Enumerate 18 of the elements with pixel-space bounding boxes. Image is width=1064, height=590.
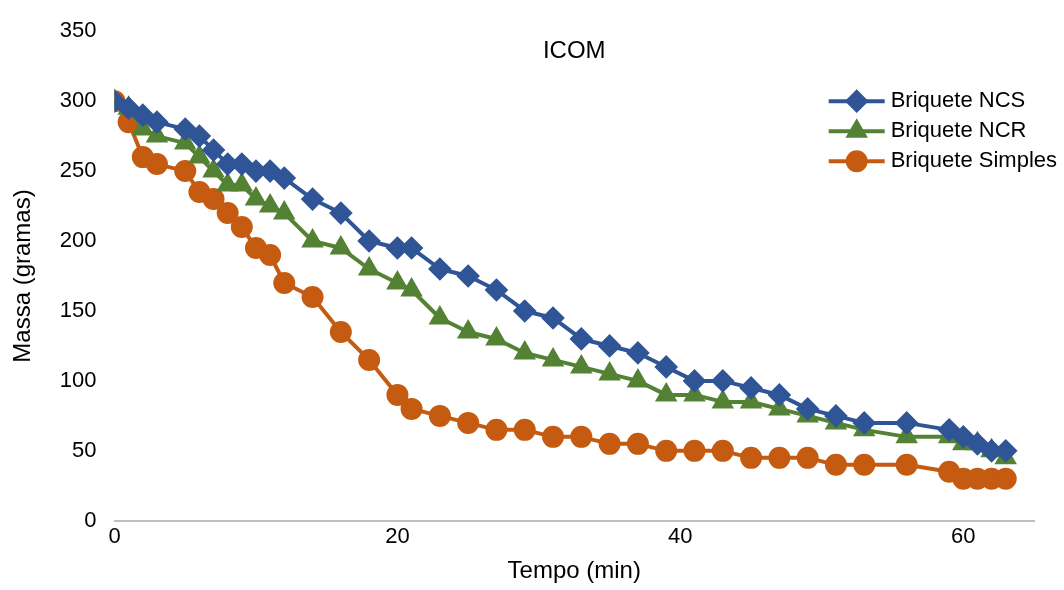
y-tick-label: 350 [59,17,97,43]
y-tick-label: 150 [59,297,97,323]
chart-title: ICOM [542,35,606,63]
y-tick-label: 50 [72,436,97,462]
legend-label: Briquete Simples [890,147,1058,173]
y-axis-title: Massa (gramas) [8,189,36,363]
y-tick-label: 0 [84,506,97,532]
x-tick-label: 0 [108,523,121,549]
x-tick-label: 60 [951,523,976,549]
y-tick-label: 200 [59,227,97,253]
y-tick-label: 300 [59,87,97,113]
legend-label: Briquete NCR [890,117,1027,143]
y-tick-label: 100 [59,366,97,392]
x-tick-label: 20 [385,523,410,549]
x-tick-label: 40 [668,523,693,549]
y-tick-label: 250 [59,157,97,183]
legend-label: Briquete NCS [890,87,1026,113]
x-axis-title: Tempo (min) [507,556,641,584]
